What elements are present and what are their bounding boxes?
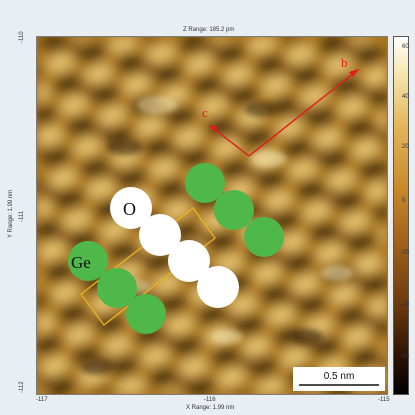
arrow-c-head: [209, 125, 218, 132]
ge-atoms: [68, 163, 284, 334]
y-tick-middle: -111: [19, 210, 25, 222]
x-tick-left: -117: [36, 397, 48, 403]
ge-atom: [68, 241, 108, 281]
o-atom: [197, 266, 239, 308]
ge-atom: [97, 268, 137, 308]
colorbar: [393, 36, 409, 395]
colorbar-tick: -20: [400, 250, 409, 256]
y-tick-top: -110: [19, 31, 25, 43]
colorbar-tick: 40: [402, 94, 409, 100]
ge-atom: [244, 217, 284, 257]
arrow-b-line: [248, 68, 360, 157]
stm-scan-svg: b c O Ge: [37, 37, 387, 394]
arrow-c-line: [208, 124, 250, 157]
colorbar-tick: -40: [400, 302, 409, 308]
arrow-b-head: [349, 69, 359, 77]
direction-b-label: b: [341, 55, 348, 70]
colorbar-tick: -60: [400, 354, 409, 360]
o-atom: [168, 240, 210, 282]
ge-atom: [126, 294, 166, 334]
colorbar-tick: 20: [402, 144, 409, 150]
colorbar-tick: 0: [402, 198, 406, 204]
x-tick-right: -115: [378, 397, 390, 403]
o-atom: [110, 187, 152, 229]
o-atoms: [110, 187, 239, 308]
ge-atom: [185, 163, 225, 203]
z-range-label: Z Range: 185.2 pm: [183, 27, 235, 33]
direction-c-label: c: [202, 105, 208, 120]
ge-atom: [214, 190, 254, 230]
o-atom: [139, 214, 181, 256]
germanium-label: Ge: [71, 253, 91, 272]
x-tick-middle: -116: [204, 397, 216, 403]
scale-bar: 0.5 nm: [293, 367, 385, 391]
scale-bar-label: 0.5 nm: [324, 371, 355, 382]
oxygen-label: O: [123, 199, 136, 219]
y-range-label: Y Range: 1.99 nm: [8, 189, 14, 238]
direction-arrows: b c: [202, 55, 360, 157]
y-tick-bottom: -112: [19, 381, 25, 393]
stm-scan-image: b c O Ge: [36, 36, 388, 395]
x-range-label: X Range: 1.99 nm: [186, 405, 235, 411]
scale-bar-box: [293, 367, 385, 391]
colorbar-tick: 60: [402, 44, 409, 50]
